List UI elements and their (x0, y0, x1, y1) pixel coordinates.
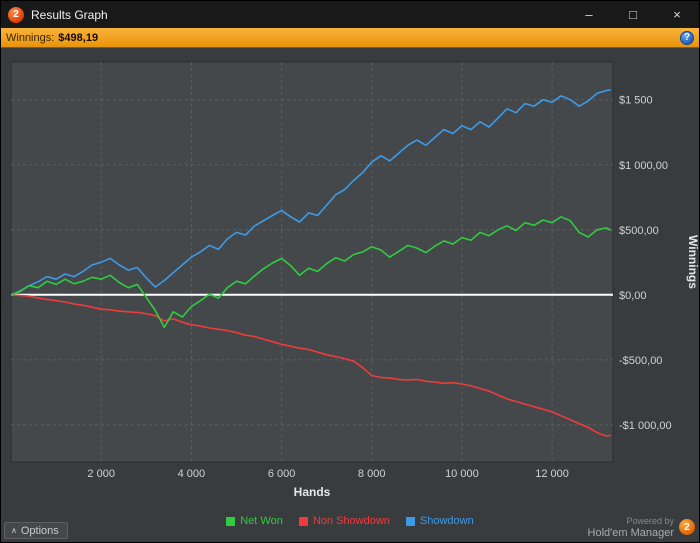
minimize-button[interactable]: – (585, 7, 593, 22)
chart-legend: Net Won Non Showdown Showdown (1, 515, 699, 527)
y-axis-label: Winnings (686, 235, 700, 289)
results-chart: $1 500 $1 000,00 $500,00 $0,00 -$500,00 -$1 0… (10, 61, 700, 499)
legend-item-net-won: Net Won (226, 515, 283, 527)
footer: Net Won Non Showdown Showdown ∧ Options Po… (1, 512, 699, 542)
window-controls: – □ × (567, 1, 699, 28)
brand-label: Hold'em Manager (587, 527, 674, 539)
x-tick-label: 6 000 (268, 468, 296, 480)
legend-item-showdown: Showdown (405, 515, 474, 527)
y-tick-label: -$500,00 (619, 355, 662, 367)
y-tick-label: $0,00 (619, 290, 647, 302)
y-tick-label: $500,00 (619, 225, 659, 237)
app-logo-icon: 2 (8, 6, 24, 23)
x-tick-label: 2 000 (87, 468, 115, 480)
x-tick-label: 8 000 (358, 468, 386, 480)
series-non-showdown (10, 294, 611, 437)
powered-by-label: Powered by (626, 516, 674, 526)
powered-by-block: Powered by Hold'em Manager 2 (588, 515, 695, 539)
legend-label-showdown: Showdown (419, 515, 474, 527)
close-button[interactable]: × (673, 7, 681, 22)
chevron-up-icon: ∧ (11, 525, 17, 535)
y-tick-label: $1 000,00 (619, 160, 668, 172)
window-title: Results Graph (31, 7, 108, 22)
x-tick-label: 12 000 (535, 468, 569, 480)
legend-item-non-showdown: Non Showdown (298, 515, 390, 527)
options-button[interactable]: ∧ Options (4, 522, 68, 539)
brand-logo-icon: 2 (679, 519, 695, 535)
winnings-bar: Winnings: $498,19 ? (1, 28, 699, 48)
winnings-label: Winnings: (6, 31, 55, 44)
series-net-won (10, 216, 612, 329)
x-axis-label: Hands (294, 485, 331, 499)
y-tick-label: -$1 000,00 (619, 420, 672, 432)
legend-swatch-net-won (226, 516, 236, 526)
winnings-value: $498,19 (58, 31, 99, 44)
series-showdown (10, 89, 611, 296)
legend-swatch-non-showdown (298, 516, 308, 526)
legend-swatch-showdown (405, 516, 415, 526)
help-icon[interactable]: ? (680, 30, 694, 45)
x-tick-label: 4 000 (178, 468, 206, 480)
maximize-button[interactable]: □ (629, 7, 637, 22)
legend-label-non-showdown: Non Showdown (312, 515, 390, 527)
titlebar[interactable]: 2 Results Graph – □ × (1, 1, 699, 28)
plot-background (10, 61, 614, 463)
y-tick-label: $1 500 (619, 95, 653, 107)
legend-label-net-won: Net Won (240, 515, 283, 527)
chart-area: $1 500 $1 000,00 $500,00 $0,00 -$500,00 -$1 0… (1, 48, 699, 512)
x-tick-label: 10 000 (445, 468, 479, 480)
options-label: Options (20, 524, 59, 537)
